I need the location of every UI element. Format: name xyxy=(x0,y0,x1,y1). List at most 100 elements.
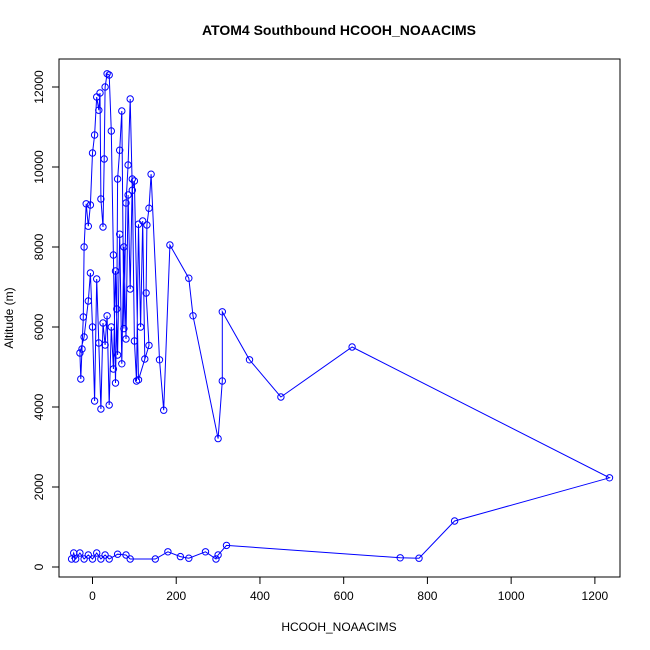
data-point xyxy=(93,549,101,557)
data-point xyxy=(189,312,197,320)
data-point xyxy=(107,323,116,331)
data-point xyxy=(82,200,90,208)
y-axis: 0 2000 4000 6000 8000 10000 12000 xyxy=(32,70,60,570)
data-point xyxy=(132,377,141,385)
data-point xyxy=(214,551,222,559)
y-tick-label: 4000 xyxy=(32,393,46,420)
data-point xyxy=(80,555,88,563)
data-point xyxy=(101,551,109,559)
y-tick-label: 10000 xyxy=(32,150,46,184)
data-point xyxy=(109,365,118,373)
data-point xyxy=(185,554,193,562)
data-point xyxy=(90,397,99,405)
data-point xyxy=(201,548,210,556)
data-point xyxy=(155,356,164,364)
data-point xyxy=(113,351,122,359)
data-point xyxy=(72,555,80,563)
data-point xyxy=(113,175,122,183)
data-point xyxy=(147,170,155,178)
data-point xyxy=(143,221,151,229)
data-point xyxy=(126,555,134,563)
data-point xyxy=(126,285,134,293)
data-point xyxy=(80,243,88,251)
data-point xyxy=(128,186,137,194)
data-point xyxy=(116,146,124,154)
data-point xyxy=(105,555,113,563)
data-point xyxy=(185,274,193,282)
data-point xyxy=(120,324,128,333)
data-point xyxy=(222,541,231,550)
data-point xyxy=(130,177,139,185)
data-point xyxy=(79,313,88,321)
data-point xyxy=(130,337,139,345)
data-point xyxy=(124,161,132,169)
data-point xyxy=(88,149,97,157)
data-point xyxy=(84,297,93,305)
data-point xyxy=(111,379,120,387)
series-line xyxy=(71,73,611,561)
data-point xyxy=(93,275,101,283)
data-point xyxy=(77,375,85,383)
x-axis-title: HCOOH_NOAACIMS xyxy=(281,620,396,634)
data-point xyxy=(97,195,105,203)
data-point xyxy=(88,323,97,331)
data-point xyxy=(103,312,111,320)
data-point xyxy=(348,343,356,351)
data-point xyxy=(105,401,113,409)
data-point xyxy=(218,377,227,385)
data-point xyxy=(145,204,153,212)
data-point xyxy=(126,95,134,103)
data-point xyxy=(450,517,459,525)
data-point xyxy=(100,155,108,163)
data-point xyxy=(99,319,107,327)
data-point xyxy=(88,555,97,563)
data-point xyxy=(160,406,168,414)
data-point xyxy=(396,554,404,562)
data-point xyxy=(76,549,84,557)
data-point xyxy=(95,106,103,114)
x-tick-label: 1000 xyxy=(498,589,525,603)
data-point xyxy=(151,555,160,563)
data-point xyxy=(145,341,153,350)
data-point xyxy=(116,230,124,238)
data-point xyxy=(97,405,105,413)
y-tick-label: 2000 xyxy=(32,473,46,500)
data-point xyxy=(111,267,120,275)
data-point xyxy=(113,550,122,558)
data-point xyxy=(86,201,95,209)
data-point xyxy=(277,393,285,401)
data-point xyxy=(218,308,227,316)
data-point xyxy=(101,83,109,91)
x-tick-label: 400 xyxy=(250,589,270,603)
data-point xyxy=(128,175,137,183)
data-point xyxy=(84,551,93,559)
data-point xyxy=(164,548,172,556)
y-tick-label: 0 xyxy=(32,563,46,570)
data-point xyxy=(124,191,132,199)
data-point xyxy=(76,349,84,357)
data-point xyxy=(605,474,614,482)
data-point xyxy=(118,107,126,115)
data-point xyxy=(120,243,128,251)
y-axis-title: Altitude (m) xyxy=(2,287,16,348)
x-tick-label: 1200 xyxy=(582,589,609,603)
series-layer xyxy=(67,70,614,563)
data-point xyxy=(214,434,222,443)
data-point xyxy=(93,93,101,101)
data-point xyxy=(103,70,111,78)
data-point xyxy=(139,217,147,225)
x-tick-label: 600 xyxy=(334,589,354,603)
x-tick-label: 800 xyxy=(417,589,437,603)
data-point xyxy=(97,555,105,563)
data-point xyxy=(176,552,185,561)
data-point xyxy=(99,223,107,231)
data-point xyxy=(80,333,88,341)
x-tick-label: 0 xyxy=(89,589,96,603)
data-point xyxy=(118,360,126,368)
data-point xyxy=(84,222,93,230)
y-tick-label: 12000 xyxy=(32,70,46,104)
data-point xyxy=(122,335,130,343)
data-point xyxy=(113,305,121,313)
y-tick-label: 6000 xyxy=(32,313,46,340)
